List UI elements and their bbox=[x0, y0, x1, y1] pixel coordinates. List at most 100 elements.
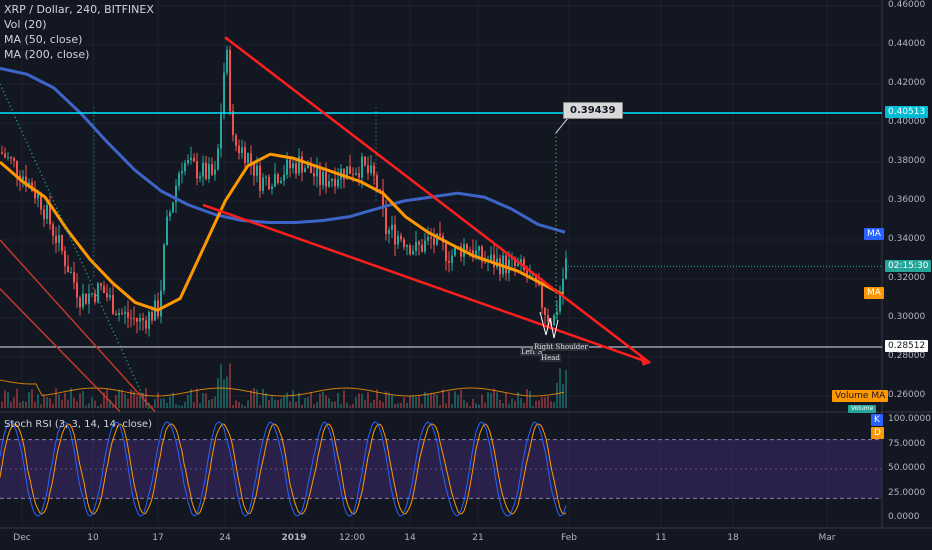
volume-bar bbox=[370, 402, 372, 408]
volume-bar bbox=[559, 368, 561, 408]
candle-body bbox=[160, 290, 162, 317]
candle-body bbox=[439, 233, 441, 236]
candle-body bbox=[46, 204, 48, 219]
candle-body bbox=[118, 312, 120, 316]
volume-bar bbox=[391, 395, 393, 408]
volume-bar bbox=[220, 364, 222, 408]
candle-body bbox=[346, 166, 348, 180]
candle-body bbox=[517, 263, 519, 266]
volume-bar bbox=[58, 394, 60, 408]
candle-body bbox=[352, 173, 354, 175]
candle-body bbox=[334, 178, 336, 187]
candle-body bbox=[76, 282, 78, 298]
candle-body bbox=[241, 147, 243, 154]
candle-body bbox=[202, 162, 204, 177]
volume-bar bbox=[46, 397, 48, 408]
volume-bar bbox=[349, 405, 351, 408]
volume-bar bbox=[490, 392, 492, 408]
ma50-tag: MA bbox=[864, 287, 884, 299]
volume-bar bbox=[13, 397, 15, 408]
overlays bbox=[0, 36, 882, 413]
candle-body bbox=[205, 162, 207, 179]
x-tick-label: 18 bbox=[727, 533, 739, 543]
candle-body bbox=[130, 317, 132, 319]
candle-body bbox=[244, 147, 246, 164]
volume-bar bbox=[70, 388, 72, 408]
volume-bar bbox=[289, 401, 291, 408]
candle-body bbox=[562, 278, 564, 295]
candle-body bbox=[139, 317, 141, 322]
candle-body bbox=[52, 224, 54, 236]
volume-bar bbox=[193, 402, 195, 408]
candle-body bbox=[475, 250, 477, 258]
x-tick-label: Mar bbox=[818, 533, 836, 543]
volume-bar bbox=[427, 394, 429, 408]
candle-body bbox=[4, 153, 6, 158]
candle-body bbox=[142, 317, 144, 321]
volume-bar bbox=[265, 393, 267, 408]
volume-bar bbox=[445, 403, 447, 408]
candle-body bbox=[85, 293, 87, 304]
candle-body bbox=[310, 163, 312, 174]
candle-body bbox=[469, 249, 471, 251]
volume-bar bbox=[91, 397, 93, 408]
candle-body bbox=[40, 194, 42, 210]
volume-bar bbox=[550, 401, 552, 408]
volume-bar bbox=[451, 404, 453, 408]
candle-body bbox=[418, 241, 420, 245]
volume-bars bbox=[1, 363, 567, 408]
candle-body bbox=[187, 159, 189, 164]
volume-bar bbox=[10, 401, 12, 408]
candle-body bbox=[211, 164, 213, 175]
rsi-tick-label: 75.0000 bbox=[888, 438, 926, 449]
volume-bar bbox=[460, 389, 462, 408]
head-label: Head bbox=[540, 354, 561, 362]
candle-body bbox=[61, 234, 63, 251]
volume-bar bbox=[55, 388, 57, 408]
candle-body bbox=[505, 255, 507, 274]
candle-body bbox=[37, 194, 39, 199]
left-shoulder-label: Left S bbox=[520, 348, 544, 356]
candle-body bbox=[556, 311, 558, 316]
candle-body bbox=[367, 165, 369, 174]
candle-body bbox=[280, 180, 282, 184]
volume-bar bbox=[334, 401, 336, 408]
candle-body bbox=[415, 241, 417, 252]
candle-body bbox=[382, 190, 384, 208]
candle-body bbox=[16, 160, 18, 176]
candle-body bbox=[295, 163, 297, 174]
legend-ma200: MA (200, close) bbox=[4, 48, 90, 61]
candle-body bbox=[220, 114, 222, 149]
volume-bar bbox=[322, 391, 324, 408]
candle-body bbox=[541, 285, 543, 308]
volume-bar bbox=[7, 391, 9, 408]
volume-bar bbox=[316, 401, 318, 408]
volume-bar bbox=[145, 388, 147, 408]
candle-body bbox=[466, 244, 468, 250]
stoch-d-tag: D bbox=[871, 427, 884, 439]
candle-body bbox=[229, 49, 231, 112]
candle-body bbox=[121, 312, 123, 314]
volume-bar bbox=[382, 402, 384, 408]
volume-bar bbox=[535, 400, 537, 408]
candle-body bbox=[322, 171, 324, 186]
volume-bar bbox=[34, 401, 36, 408]
volume-bar bbox=[421, 403, 423, 408]
candle-body bbox=[166, 216, 168, 245]
candle-body bbox=[553, 315, 555, 326]
volume-bar bbox=[61, 399, 63, 408]
candle-body bbox=[412, 251, 414, 255]
candle-body bbox=[520, 259, 522, 264]
candle-body bbox=[400, 235, 402, 240]
candle-body bbox=[175, 185, 177, 203]
candle-body bbox=[163, 244, 165, 291]
x-tick-label: 2019 bbox=[281, 533, 307, 543]
candle-body bbox=[271, 186, 273, 189]
volume-bar bbox=[139, 391, 141, 408]
candle-body bbox=[514, 258, 516, 266]
candle-body bbox=[97, 283, 99, 302]
candle-body bbox=[337, 179, 339, 187]
candle-body bbox=[253, 163, 255, 176]
candle-body bbox=[112, 295, 114, 314]
